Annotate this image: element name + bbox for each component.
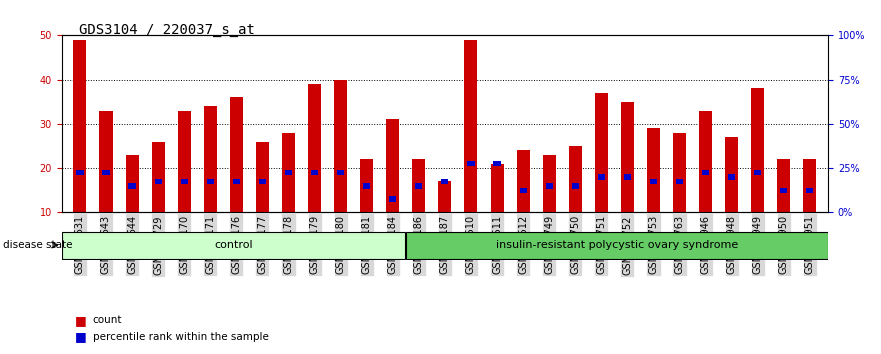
Bar: [624, 175, 631, 180]
Bar: [595, 93, 608, 212]
Bar: [360, 159, 374, 212]
Bar: [178, 110, 190, 212]
Bar: [207, 179, 214, 184]
Bar: [516, 150, 529, 212]
Bar: [754, 170, 761, 175]
Bar: [100, 110, 113, 212]
Bar: [702, 170, 709, 175]
Bar: [647, 128, 660, 212]
Text: percentile rank within the sample: percentile rank within the sample: [93, 332, 269, 342]
Text: control: control: [214, 240, 253, 250]
Bar: [676, 179, 683, 184]
Text: GDS3104 / 220037_s_at: GDS3104 / 220037_s_at: [79, 23, 255, 37]
Text: count: count: [93, 315, 122, 325]
Bar: [73, 40, 86, 212]
Bar: [386, 120, 399, 212]
Bar: [650, 179, 657, 184]
Bar: [493, 161, 500, 166]
Bar: [621, 102, 634, 212]
Bar: [389, 196, 396, 202]
Bar: [311, 170, 318, 175]
Bar: [543, 155, 556, 212]
Bar: [806, 188, 813, 193]
Bar: [126, 155, 138, 212]
Bar: [491, 164, 504, 212]
Bar: [439, 181, 451, 212]
Bar: [700, 110, 712, 212]
Bar: [545, 183, 552, 188]
Bar: [337, 170, 344, 175]
Bar: [233, 179, 240, 184]
Bar: [781, 188, 788, 193]
Text: ■: ■: [75, 331, 86, 343]
Bar: [728, 175, 736, 180]
Bar: [468, 161, 475, 166]
Bar: [569, 146, 581, 212]
Bar: [803, 159, 817, 212]
Bar: [285, 170, 292, 175]
Bar: [464, 40, 478, 212]
Bar: [259, 179, 266, 184]
Bar: [520, 188, 527, 193]
Bar: [152, 142, 165, 212]
Bar: [77, 170, 84, 175]
Bar: [102, 170, 109, 175]
Bar: [63, 232, 404, 259]
Bar: [725, 137, 738, 212]
Bar: [597, 175, 605, 180]
Bar: [308, 84, 321, 212]
Bar: [204, 106, 217, 212]
Bar: [363, 183, 370, 188]
Bar: [334, 80, 347, 212]
Bar: [230, 97, 243, 212]
Bar: [415, 183, 422, 188]
Text: disease state: disease state: [3, 240, 72, 250]
Bar: [777, 159, 790, 212]
Bar: [406, 232, 827, 259]
Bar: [751, 88, 765, 212]
Bar: [412, 159, 426, 212]
Text: ■: ■: [75, 314, 86, 327]
Bar: [129, 183, 136, 188]
Bar: [181, 179, 188, 184]
Bar: [673, 133, 686, 212]
Bar: [255, 142, 269, 212]
Text: insulin-resistant polycystic ovary syndrome: insulin-resistant polycystic ovary syndr…: [496, 240, 737, 250]
Bar: [441, 179, 448, 184]
Bar: [282, 133, 295, 212]
Bar: [572, 183, 579, 188]
Bar: [154, 179, 162, 184]
